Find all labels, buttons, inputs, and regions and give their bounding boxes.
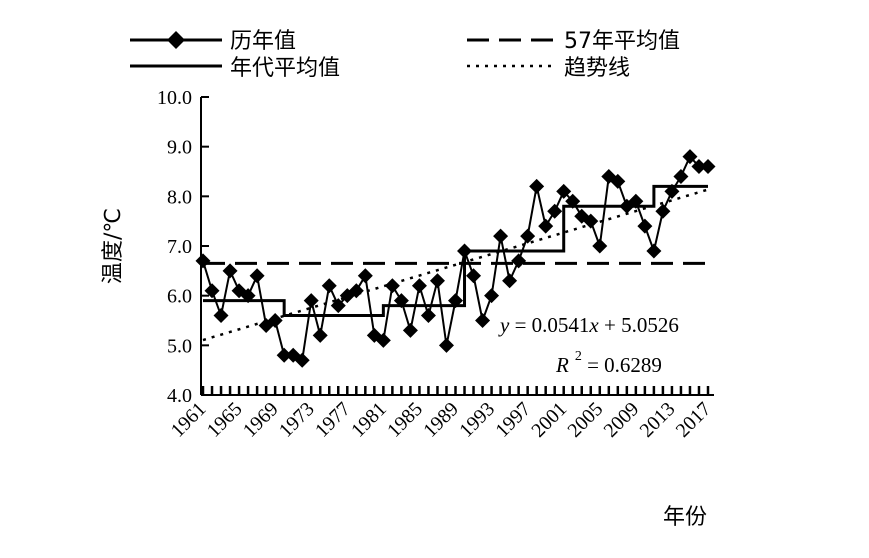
annual-value-point (637, 218, 653, 234)
annual-value-point (646, 243, 662, 259)
x-tick-label: 1989 (419, 398, 463, 442)
annual-value-point (493, 228, 509, 244)
annual-value-point (583, 213, 599, 229)
annual-value-point (213, 308, 229, 324)
y-axis-title: 温度/℃ (101, 208, 126, 284)
y-tick-label: 4.0 (167, 385, 192, 407)
annual-value-point (195, 253, 211, 269)
series-annual-values (195, 149, 716, 368)
annual-value-point (420, 308, 436, 324)
annual-value-point (628, 193, 644, 209)
annual-value-point (565, 193, 581, 209)
annual-value-point (664, 183, 680, 199)
annual-value-point (457, 243, 473, 259)
legend: 历年值 57年平均值 年代平均值 趋势线 (130, 29, 680, 81)
r-squared-value: = 0.6289 (582, 353, 662, 377)
x-tick-label: 1981 (347, 398, 391, 442)
annual-value-point (393, 293, 409, 309)
x-tick-label: 1985 (383, 398, 427, 442)
annual-value-point (673, 168, 689, 184)
annual-value-point (438, 337, 454, 353)
annual-value-point (700, 159, 716, 175)
equation-y-symbol: y (498, 313, 510, 337)
annual-value-point (691, 159, 707, 175)
annual-value-point (204, 283, 220, 299)
y-ticks: 4.0 5.0 6.0 7.0 8.0 9.0 10.0 (157, 87, 209, 407)
x-tick-label: 2013 (636, 398, 680, 442)
x-ticks (201, 386, 710, 395)
annual-value-point (303, 293, 319, 309)
x-tick-label: 2001 (527, 398, 571, 442)
equation-intercept-part: + 5.0526 (599, 313, 679, 337)
annual-value-point (348, 283, 364, 299)
annual-value-point (682, 149, 698, 165)
series-trend-line (202, 188, 709, 342)
legend-entry-annual-values: 历年值 (130, 29, 296, 54)
legend-entry-decade-average: 年代平均值 (130, 56, 340, 81)
annual-value-point (547, 203, 563, 219)
annual-value-point (240, 288, 256, 304)
annual-value-point (321, 278, 337, 294)
annual-value-point (411, 278, 427, 294)
annual-value-point (384, 278, 400, 294)
annual-value-point (312, 327, 328, 343)
trend-line (202, 188, 709, 342)
annual-value-point (592, 238, 608, 254)
annual-value-point (249, 268, 265, 284)
x-tick-label: 1973 (275, 398, 319, 442)
annual-value-point (429, 273, 445, 289)
annual-value-point (402, 322, 418, 338)
annual-value-point (375, 332, 391, 348)
axes (200, 97, 714, 396)
y-tick-label: 9.0 (167, 137, 192, 159)
legend-entry-trend-line: 趋势线 (467, 56, 630, 81)
x-tick-label: 1993 (455, 398, 499, 442)
x-axis-title: 年份 (663, 505, 707, 530)
annual-value-point (520, 228, 536, 244)
legend-entry-57yr-average: 57年平均值 (467, 29, 680, 54)
y-tick-label: 10.0 (157, 87, 192, 109)
annual-value-point (330, 298, 346, 314)
x-tick-labels: 1961196519691973197719811985198919931997… (167, 398, 716, 442)
r-squared-superscript: 2 (575, 349, 582, 364)
y-tick-label: 7.0 (167, 236, 192, 258)
x-tick-label: 1997 (491, 398, 535, 442)
annual-value-point (529, 178, 545, 194)
annual-value-point (556, 183, 572, 199)
annual-value-point (357, 268, 373, 284)
annual-value-point (294, 352, 310, 368)
annual-value-point (267, 313, 283, 328)
annual-value-point (475, 313, 491, 328)
annual-value-point (511, 253, 527, 269)
x-tick-label: 2009 (600, 398, 644, 442)
equation-x-symbol: x (588, 313, 599, 337)
x-tick-label: 1977 (311, 398, 355, 442)
annual-value-point (502, 273, 518, 289)
x-tick-label: 1969 (239, 398, 283, 442)
annual-value-point (655, 203, 671, 219)
annual-value-point (448, 293, 463, 309)
y-tick-label: 6.0 (167, 286, 192, 308)
legend-label-57yr-average: 57年平均值 (564, 29, 680, 54)
legend-label-trend-line: 趋势线 (564, 56, 630, 81)
annual-value-point (610, 173, 626, 189)
x-tick-label: 1965 (203, 398, 247, 442)
r-squared-r-symbol: R (555, 353, 569, 377)
legend-label-annual-values: 历年值 (230, 29, 296, 54)
annual-value-point (222, 263, 238, 279)
annual-value-point (538, 218, 554, 234)
y-tick-label: 8.0 (167, 186, 192, 208)
x-tick-label: 2017 (672, 398, 716, 442)
equation-slope-part: = 0.0541 (509, 313, 589, 337)
legend-label-decade-average: 年代平均值 (230, 56, 340, 81)
x-tick-label: 2005 (563, 398, 607, 442)
regression-equation: y = 0.0541x + 5.0526 (498, 313, 679, 337)
annual-value-point (484, 288, 500, 304)
legend-diamond-marker (167, 31, 185, 49)
annual-value-point (466, 268, 482, 284)
y-tick-label: 5.0 (167, 335, 192, 357)
annual-value-point (276, 347, 292, 363)
